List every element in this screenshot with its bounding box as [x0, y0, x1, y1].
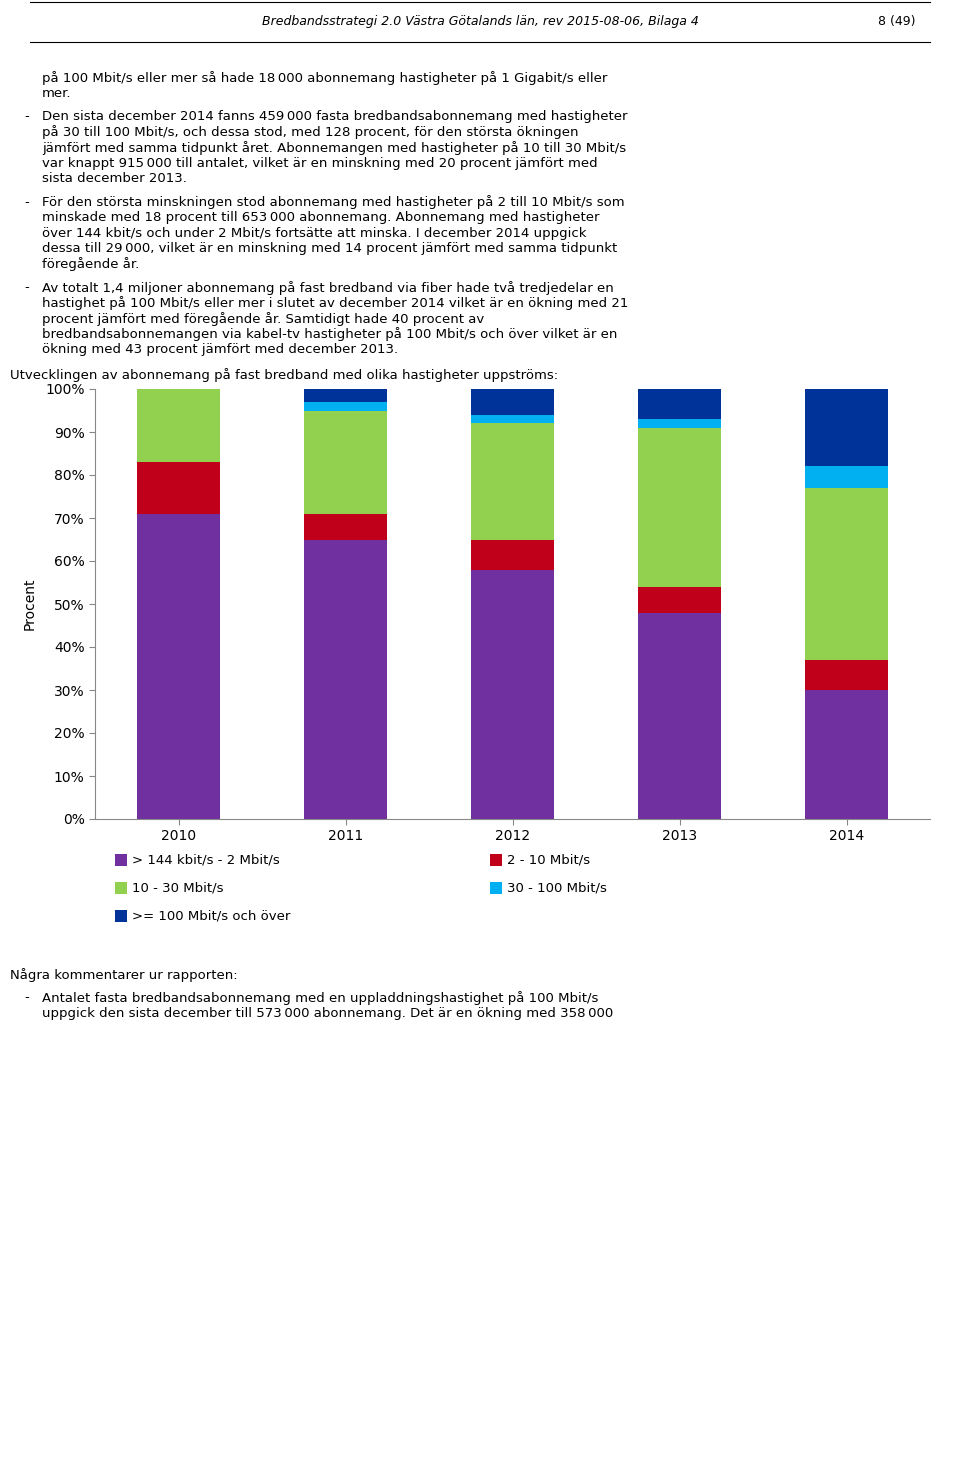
Bar: [136, 513, 220, 819]
Bar: [804, 660, 888, 690]
Text: ökning med 43 procent jämfört med december 2013.: ökning med 43 procent jämfört med decemb…: [42, 343, 398, 356]
Text: föregående år.: föregående år.: [42, 257, 139, 271]
Bar: [637, 612, 721, 819]
Bar: [804, 488, 888, 660]
Text: Några kommentarer ur rapporten:: Några kommentarer ur rapporten:: [10, 968, 238, 983]
Text: För den största minskningen stod abonnemang med hastigheter på 2 till 10 Mbit/s : För den största minskningen stod abonnem…: [42, 196, 625, 209]
Text: på 100 Mbit/s eller mer så hade 18 000 abonnemang hastigheter på 1 Gigabit/s ell: på 100 Mbit/s eller mer så hade 18 000 a…: [42, 71, 608, 85]
Text: jämfört med samma tidpunkt året. Abonnemangen med hastigheter på 10 till 30 Mbit: jämfört med samma tidpunkt året. Abonnem…: [42, 141, 626, 154]
Text: dessa till 29 000, vilket är en minskning med 14 procent jämfört med samma tidpu: dessa till 29 000, vilket är en minsknin…: [42, 243, 617, 256]
Text: var knappt 915 000 till antalet, vilket är en minskning med 20 procent jämfört m: var knappt 915 000 till antalet, vilket …: [42, 157, 598, 169]
Bar: [470, 569, 554, 819]
Text: 30 - 100 Mbit/s: 30 - 100 Mbit/s: [507, 881, 607, 894]
Text: -: -: [24, 991, 29, 1005]
Bar: [303, 402, 387, 410]
Bar: [637, 388, 721, 419]
Text: >= 100 Mbit/s och över: >= 100 Mbit/s och över: [132, 909, 290, 922]
Bar: [804, 466, 888, 488]
Text: -: -: [24, 196, 29, 209]
Text: -: -: [24, 110, 29, 124]
Y-axis label: Procent: Procent: [23, 578, 36, 630]
Bar: [303, 388, 387, 402]
Text: -: -: [24, 281, 29, 294]
Text: Av totalt 1,4 miljoner abonnemang på fast bredband via fiber hade två tredjedela: Av totalt 1,4 miljoner abonnemang på fas…: [42, 281, 613, 294]
Bar: [470, 388, 554, 415]
Text: Den sista december 2014 fanns 459 000 fasta bredbandsabonnemang med hastigheter: Den sista december 2014 fanns 459 000 fa…: [42, 110, 628, 124]
Text: på 30 till 100 Mbit/s, och dessa stod, med 128 procent, för den största ökningen: på 30 till 100 Mbit/s, och dessa stod, m…: [42, 125, 579, 140]
Text: > 144 kbit/s - 2 Mbit/s: > 144 kbit/s - 2 Mbit/s: [132, 853, 279, 866]
Bar: [303, 513, 387, 540]
Text: Bredbandsstrategi 2.0 Västra Götalands län, rev 2015-08-06, Bilaga 4: Bredbandsstrategi 2.0 Västra Götalands l…: [261, 16, 699, 28]
Bar: [136, 388, 220, 462]
Text: sista december 2013.: sista december 2013.: [42, 172, 187, 185]
Bar: [303, 540, 387, 819]
Bar: [637, 587, 721, 612]
Bar: [804, 690, 888, 819]
Text: mer.: mer.: [42, 87, 71, 100]
Text: procent jämfört med föregående år. Samtidigt hade 40 procent av: procent jämfört med föregående år. Samti…: [42, 312, 484, 325]
Text: uppgick den sista december till 573 000 abonnemang. Det är en ökning med 358 000: uppgick den sista december till 573 000 …: [42, 1006, 613, 1019]
Bar: [637, 419, 721, 428]
Bar: [303, 410, 387, 513]
Text: bredbandsabonnemangen via kabel-tv hastigheter på 100 Mbit/s och över vilket är : bredbandsabonnemangen via kabel-tv hasti…: [42, 327, 617, 341]
Bar: [637, 428, 721, 587]
Bar: [470, 540, 554, 569]
Text: hastighet på 100 Mbit/s eller mer i slutet av december 2014 vilket är en ökning : hastighet på 100 Mbit/s eller mer i slut…: [42, 296, 629, 310]
Text: 2 - 10 Mbit/s: 2 - 10 Mbit/s: [507, 853, 590, 866]
Text: Utvecklingen av abonnemang på fast bredband med olika hastigheter uppströms:: Utvecklingen av abonnemang på fast bredb…: [10, 368, 558, 382]
Text: Antalet fasta bredbandsabonnemang med en uppladdningshastighet på 100 Mbit/s: Antalet fasta bredbandsabonnemang med en…: [42, 991, 598, 1005]
Text: minskade med 18 procent till 653 000 abonnemang. Abonnemang med hastigheter: minskade med 18 procent till 653 000 abo…: [42, 212, 599, 224]
Bar: [136, 462, 220, 513]
Text: 10 - 30 Mbit/s: 10 - 30 Mbit/s: [132, 881, 224, 894]
Text: över 144 kbit/s och under 2 Mbit/s fortsätte att minska. I december 2014 uppgick: över 144 kbit/s och under 2 Mbit/s forts…: [42, 227, 587, 240]
Bar: [470, 415, 554, 424]
Bar: [470, 424, 554, 540]
Bar: [804, 388, 888, 466]
Text: 8 (49): 8 (49): [877, 16, 915, 28]
